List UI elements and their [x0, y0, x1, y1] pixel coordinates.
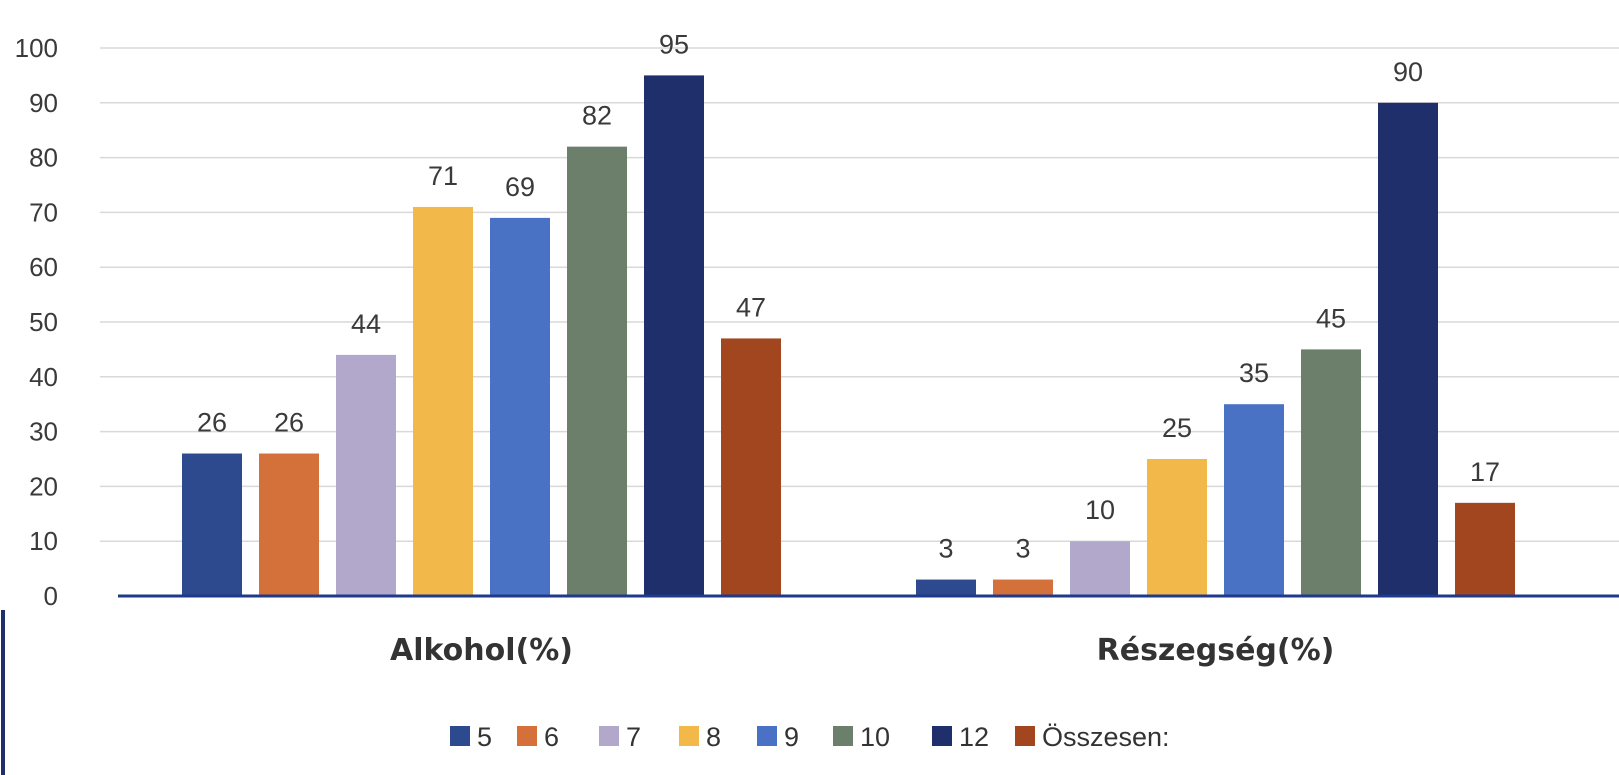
legend-label: 9 [784, 722, 799, 752]
y-tick-label: 10 [29, 526, 58, 556]
bars [182, 75, 1515, 597]
legend-label: 12 [959, 722, 989, 752]
bar-rszegsg-series-5 [1301, 349, 1361, 596]
y-tick-label: 70 [29, 197, 58, 227]
bar-rszegsg-series-1 [993, 579, 1053, 596]
bar-alkohol-series-2 [336, 354, 396, 596]
legend-label: Összesen: [1042, 722, 1170, 752]
y-axis-ticks: 0 10 20 30 40 50 60 70 80 90 100 [15, 33, 58, 611]
legend-label: 5 [477, 722, 492, 752]
data-label: 47 [736, 292, 766, 322]
data-label: 3 [938, 534, 953, 564]
data-label: 26 [197, 408, 227, 438]
data-label: 45 [1316, 303, 1346, 333]
category-label: Alkohol(%) [390, 633, 573, 668]
legend-swatch [932, 726, 952, 746]
legend-swatch [679, 726, 699, 746]
bar-rszegsg-series-0 [916, 579, 976, 596]
data-label: 25 [1162, 413, 1192, 443]
bar-alkohol-series-5 [567, 146, 627, 596]
data-label: 71 [428, 161, 458, 191]
data-label: 10 [1085, 495, 1115, 525]
y-tick-label: 60 [29, 252, 58, 282]
bar-rszegsg-series-4 [1224, 404, 1284, 596]
bar-alkohol-series-6 [644, 75, 704, 596]
data-label: 95 [659, 29, 689, 59]
y-tick-label: 40 [29, 362, 58, 392]
bar-rszegsg-series-3 [1147, 459, 1207, 596]
data-label: 90 [1393, 57, 1423, 87]
bar-alkohol-series-0 [182, 453, 242, 596]
bar-alkohol-series-4 [490, 217, 550, 596]
data-label: 35 [1239, 358, 1269, 388]
data-label: 26 [274, 408, 304, 438]
y-tick-label: 90 [29, 88, 58, 118]
legend-swatch [599, 726, 619, 746]
bar-alkohol-series-1 [259, 453, 319, 596]
data-label: 17 [1470, 457, 1500, 487]
data-label: 3 [1015, 534, 1030, 564]
data-label: 69 [505, 172, 535, 202]
legend-swatch [1015, 726, 1035, 746]
bar-rszegsg-series-7 [1455, 502, 1515, 596]
data-labels: 26 26 44 71 69 82 95 47 3 3 10 25 35 45 90 17 [197, 29, 1500, 563]
legend: 5 6 7 8 9 10 12 Összesen: [450, 722, 1170, 752]
y-tick-label: 30 [29, 417, 58, 447]
y-tick-label: 100 [15, 33, 58, 63]
y-tick-label: 50 [29, 307, 58, 337]
legend-label: 6 [544, 722, 559, 752]
legend-swatch [450, 726, 470, 746]
bar-rszegsg-series-2 [1070, 541, 1130, 596]
bar-alkohol-series-7 [721, 338, 781, 596]
legend-swatch [517, 726, 537, 746]
category-label: Részegség(%) [1097, 633, 1335, 668]
legend-label: 7 [626, 722, 641, 752]
legend-swatch [757, 726, 777, 746]
bar-rszegsg-series-6 [1378, 102, 1438, 597]
data-label: 82 [582, 101, 612, 131]
y-tick-label: 80 [29, 143, 58, 173]
y-tick-label: 0 [44, 581, 58, 611]
x-axis [1, 594, 1619, 775]
y-tick-label: 20 [29, 471, 58, 501]
legend-swatch [833, 726, 853, 746]
legend-label: 10 [860, 722, 890, 752]
bar-alkohol-series-3 [413, 206, 473, 597]
legend-label: 8 [706, 722, 721, 752]
category-labels: Alkohol(%) Részegség(%) [390, 633, 1334, 668]
data-label: 44 [351, 309, 381, 339]
